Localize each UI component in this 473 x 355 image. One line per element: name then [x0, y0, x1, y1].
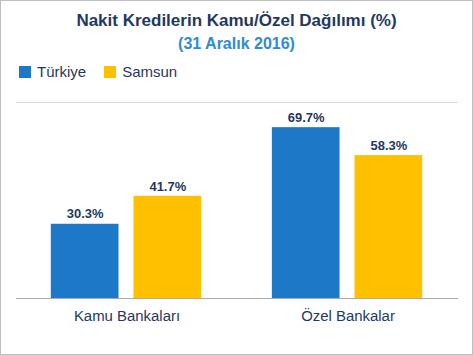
svg-text:Özel Bankalar: Özel Bankalar	[301, 307, 395, 324]
html-text:Samsun: Samsun	[122, 63, 178, 80]
html-text:Türkiye: Türkiye	[37, 63, 87, 80]
svg-text:58.3%: 58.3%	[371, 138, 408, 153]
svg-text:30.3%: 30.3%	[67, 206, 104, 221]
html-text:Nakit Kredilerin Kamu/Özel Dağ: Nakit Kredilerin Kamu/Özel Dağılımı (%)	[76, 11, 397, 30]
svg-text:Kamu Bankaları: Kamu Bankaları	[74, 307, 180, 324]
svg-text:41.7%: 41.7%	[149, 178, 186, 193]
svg-text:69.7%: 69.7%	[288, 110, 325, 125]
html-text:(31 Aralık 2016): (31 Aralık 2016)	[178, 35, 295, 52]
